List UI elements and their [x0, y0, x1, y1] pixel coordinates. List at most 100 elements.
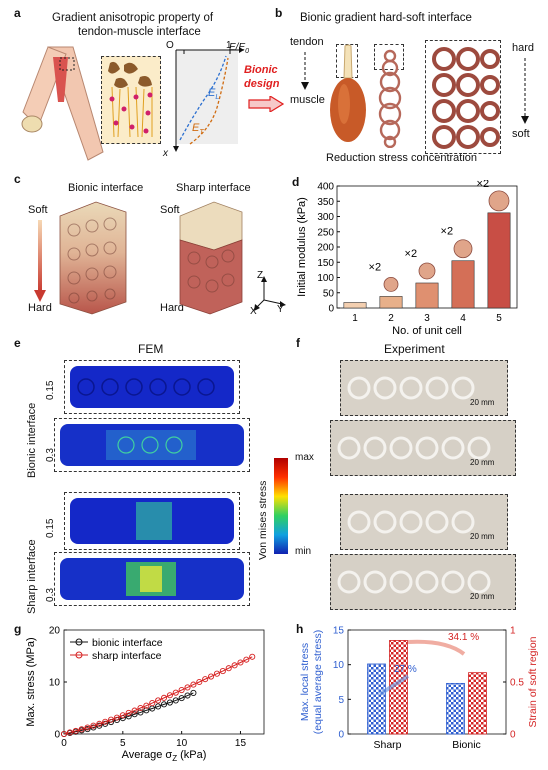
legend-label: bionic interface [92, 637, 163, 649]
multiplier-label: ×2 [405, 248, 418, 260]
y-axis-label-left-line1: Max. local stress [299, 643, 311, 721]
modulus-bar-chart: 0 50 100 150 200 250 300 350 400 1 2 ×2 3 ×2 4 ×2 5 ×2 No.… [296, 180, 518, 337]
colorbar-title: Von mises stress [257, 480, 269, 560]
y-tick-label-right: 1 [510, 626, 516, 637]
photo-bionic-015-lattice [347, 376, 475, 400]
data-point [143, 707, 150, 714]
scalebar-3: 20 mm [470, 532, 495, 541]
data-point [160, 701, 168, 708]
tendon-muscle-zoom-box [101, 56, 161, 144]
y-axis-label: Max. stress (MPa) [25, 637, 37, 726]
axis-origin-label: O [166, 40, 174, 51]
legend-label: sharp interface [92, 650, 162, 662]
data-point [72, 727, 79, 734]
el-label: EL [208, 87, 220, 102]
axis-y-label-c: Y [277, 304, 284, 315]
soft-label: soft [512, 128, 530, 140]
bionic-design-line1: Bionic [244, 64, 278, 76]
data-point [196, 678, 203, 686]
bar-left [446, 682, 465, 735]
blue-percent-label: 27 % [394, 664, 417, 675]
fem-bionic-03-image [60, 424, 244, 466]
data-point [213, 670, 220, 677]
data-point [219, 668, 226, 675]
photo-sharp-03 [330, 554, 516, 610]
scalebar-1: 20 mm [470, 398, 495, 407]
fem-sharp-015-image [70, 498, 234, 544]
local-stress-bar-chart: 0 5 10 15 0 0.5 1 Sharp Bionic 27 % 34.1 % Max. loc… [299, 626, 539, 752]
arm-illustration [21, 46, 104, 161]
bar-right [468, 672, 487, 735]
bar [415, 282, 439, 309]
data-point [90, 724, 97, 731]
fem-sharp-03-image [60, 558, 244, 600]
x-axis-label: No. of unit cell [392, 325, 462, 337]
y-tick-label-right: 0.5 [510, 678, 524, 689]
stress-colorbar [274, 458, 288, 554]
data-point [225, 665, 232, 672]
data-point [160, 694, 168, 701]
data-point [202, 676, 209, 683]
y-axis-label-right: Strain of soft region [527, 636, 539, 727]
strain-label-1: 0.15 [45, 380, 56, 400]
data-point [231, 662, 238, 669]
panel-a-title-line1: Gradient anisotropic property of [52, 12, 214, 24]
lattice-zoom-box [425, 40, 501, 154]
data-point [149, 700, 156, 707]
muscle-illustration [330, 44, 366, 142]
y-tick-label: 150 [317, 258, 334, 269]
y-tick-label: 350 [317, 197, 334, 208]
experiment-title: Experiment [384, 342, 445, 356]
unit-cell-thumbnail [418, 262, 436, 280]
blue-reduction-arrow [378, 674, 410, 696]
y-tick-label: 0 [328, 304, 334, 315]
y-tick-label: 200 [317, 243, 334, 254]
data-point [137, 704, 144, 712]
panel-b-letter: b [275, 6, 283, 20]
y-tick-label: 250 [317, 227, 334, 238]
bionic-interface-label: Bionic interface [68, 182, 144, 194]
data-point [66, 729, 73, 736]
photo-bionic-03-lattice [337, 436, 491, 460]
bionic-group-label: Bionic interface [26, 402, 38, 478]
red-percent-label: 34.1 % [448, 632, 479, 643]
multiplier-label: ×2 [441, 226, 454, 238]
data-point [190, 681, 197, 688]
data-point [96, 722, 103, 729]
y-tick-label: 0 [54, 730, 60, 741]
fem-sharp-03-box [54, 552, 250, 606]
axis-one-label: 1 [226, 40, 232, 51]
data-point [208, 673, 215, 680]
panel-b-title: Bionic gradient hard-soft interface [300, 12, 472, 24]
x-tick-label: 2 [388, 313, 394, 324]
hard-to-soft-arrow-icon [521, 58, 529, 124]
panel-b-caption: Reduction stress concentration [326, 152, 478, 164]
sharp-interface-label: Sharp interface [176, 182, 251, 194]
panel-g-letter: g [14, 622, 22, 636]
y-tick-label: 100 [317, 273, 334, 284]
data-point [166, 692, 173, 699]
hard-label: hard [512, 42, 535, 54]
axis-x-label: x [163, 148, 168, 159]
data-point [113, 714, 120, 721]
data-point [131, 711, 138, 718]
data-point [60, 730, 68, 738]
modulus-gradient-plot [173, 47, 244, 152]
panel-f-letter: f [296, 336, 300, 350]
unit-cell-thumbnail [383, 277, 399, 292]
y-tick-label-left: 0 [338, 730, 344, 741]
strain-label-3: 0.15 [45, 518, 56, 538]
y-axis-label-left-line2: (equal average stress) [312, 630, 324, 734]
data-point [184, 684, 191, 691]
y-tick-label-left: 15 [333, 626, 345, 637]
y-tick-label: 300 [317, 212, 334, 223]
data-point [137, 709, 144, 716]
data-point [96, 720, 103, 727]
bionic-design-arrow-icon [248, 96, 284, 112]
panel-a-title-line2: tendon-muscle interface [78, 26, 201, 38]
series-line [63, 656, 253, 735]
data-point [166, 699, 173, 706]
x-tick-label: 1 [352, 313, 358, 324]
colorbar-max: max [295, 452, 314, 463]
